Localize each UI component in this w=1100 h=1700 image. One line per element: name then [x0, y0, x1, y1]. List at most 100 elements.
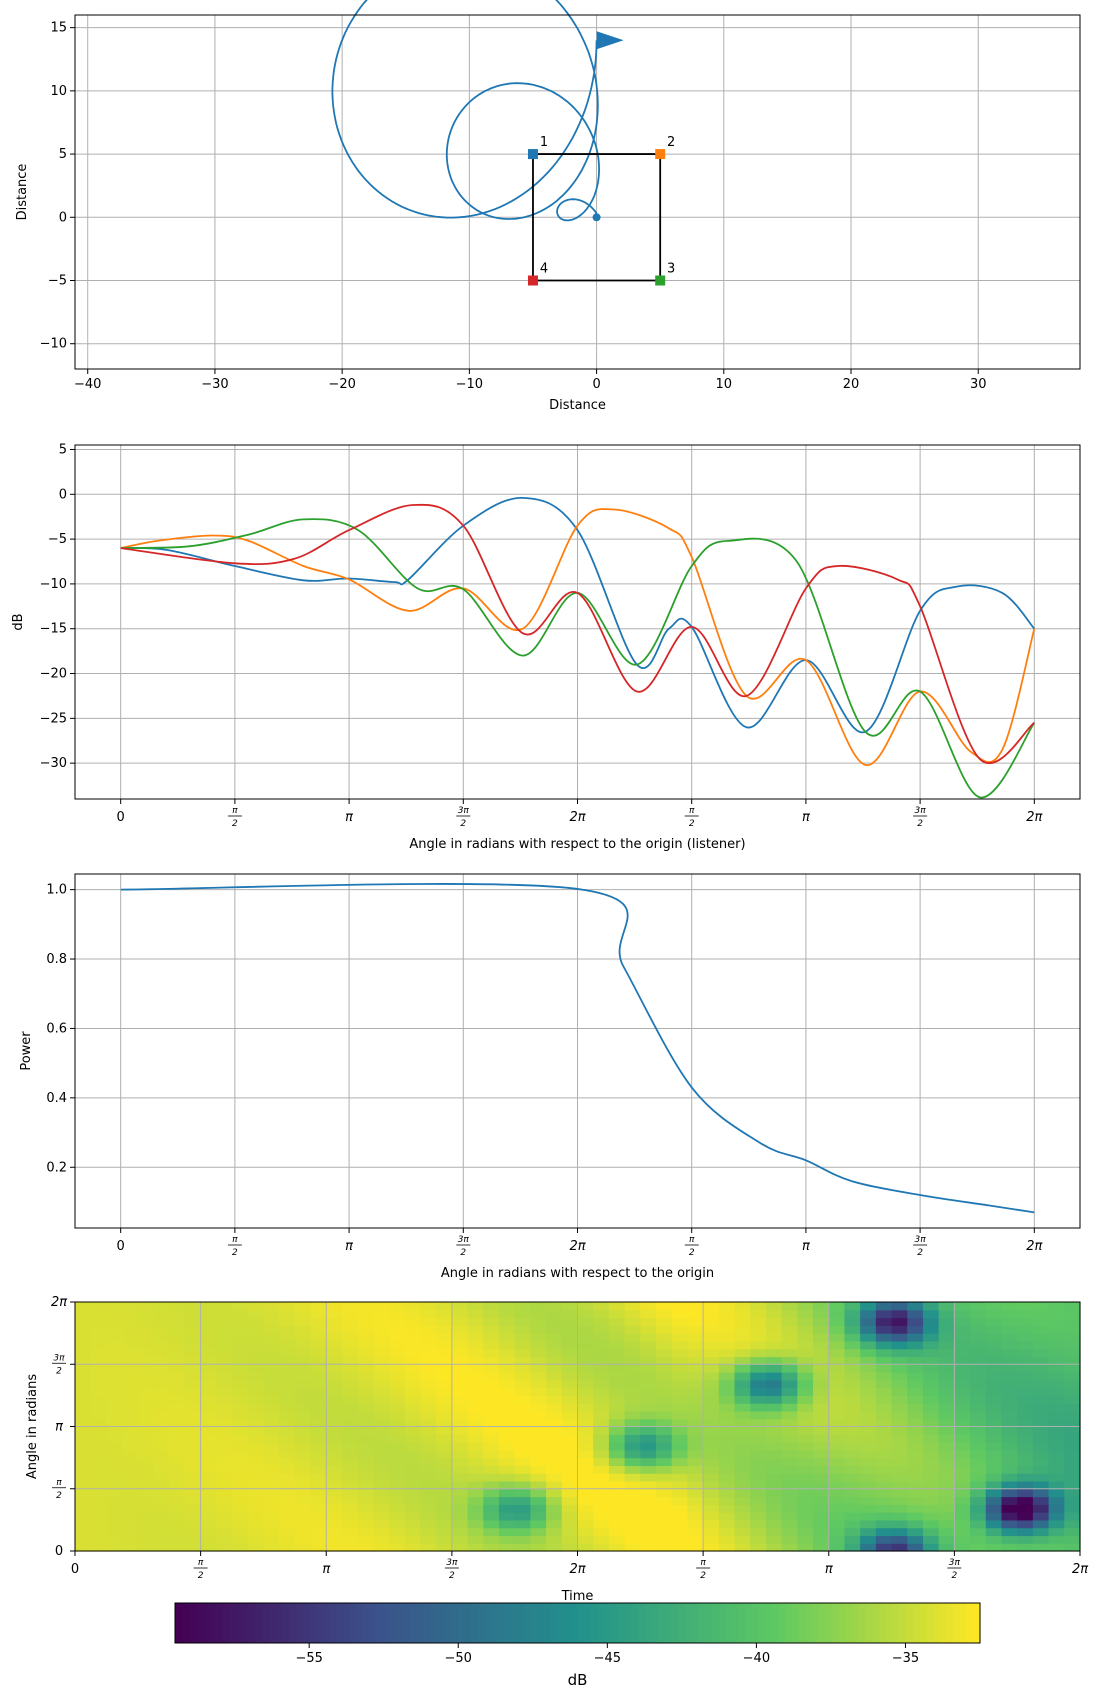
heatmap-cell	[624, 1317, 641, 1326]
heatmap-cell	[263, 1302, 280, 1311]
heatmap-cell	[247, 1519, 265, 1529]
heatmap-cell	[1017, 1356, 1034, 1365]
heatmap-cell	[200, 1317, 217, 1326]
heatmap-cell	[247, 1449, 265, 1459]
heatmap-cell	[985, 1488, 1003, 1498]
heatmap-cell	[734, 1317, 751, 1326]
heatmap-cell	[970, 1543, 987, 1552]
heatmap-cell	[577, 1387, 594, 1396]
heatmap-cell	[514, 1512, 531, 1521]
heatmap-cell	[1048, 1442, 1065, 1451]
heatmap-cell	[294, 1325, 312, 1334]
heatmap-cell	[498, 1449, 516, 1459]
heatmap-cell	[656, 1480, 673, 1490]
heatmap-cell	[797, 1348, 814, 1358]
heatmap-cell	[467, 1317, 484, 1326]
heatmap-cell	[436, 1426, 453, 1435]
heatmap-cell	[420, 1527, 437, 1537]
heatmap-cell	[153, 1348, 170, 1358]
heatmap-cell	[954, 1480, 971, 1490]
heatmap-cell	[326, 1434, 343, 1443]
heatmap-cell	[703, 1403, 720, 1412]
heatmap-cell	[373, 1372, 390, 1381]
heatmap-cell	[1017, 1535, 1034, 1544]
heatmap-cell	[420, 1504, 437, 1513]
colorbar-segment	[564, 1603, 572, 1643]
heatmap-cell	[451, 1410, 469, 1420]
heatmap-cell	[546, 1473, 563, 1482]
heatmap-cell	[467, 1309, 484, 1319]
heatmap-cell	[90, 1488, 107, 1498]
heatmap-cell	[279, 1535, 296, 1544]
heatmap-cell	[593, 1340, 610, 1350]
heatmap-cell	[90, 1480, 107, 1490]
heatmap-cell	[750, 1379, 767, 1389]
heatmap-cell	[718, 1442, 736, 1451]
heatmap-cell	[420, 1348, 437, 1358]
heatmap-cell	[1017, 1309, 1034, 1319]
heatmap-cell	[373, 1325, 390, 1334]
heatmap-cell	[420, 1449, 437, 1459]
heatmap-cell	[122, 1418, 139, 1428]
heatmap-cell	[200, 1527, 217, 1537]
heatmap-cell	[922, 1480, 940, 1490]
heatmap-cell	[498, 1317, 516, 1326]
heatmap-cell	[797, 1325, 814, 1334]
heatmap-cell	[137, 1317, 155, 1326]
heatmap-cell	[389, 1496, 406, 1505]
colorbar-segment	[382, 1603, 391, 1643]
heatmap-cell	[137, 1325, 155, 1334]
heatmap-cell	[985, 1348, 1003, 1358]
heatmap-cell	[875, 1379, 893, 1389]
heatmap-cell	[247, 1348, 265, 1358]
heatmap-cell	[90, 1512, 107, 1521]
colorbar-segment	[658, 1603, 666, 1643]
heatmap-cell	[530, 1488, 547, 1498]
heatmap-cell	[184, 1340, 202, 1350]
heatmap-cell	[90, 1465, 107, 1474]
heatmap-cell	[106, 1512, 123, 1521]
heatmap-cell	[389, 1527, 406, 1537]
heatmap-cell	[1064, 1317, 1081, 1326]
heatmap-cell	[624, 1488, 641, 1498]
heatmap-cell	[781, 1348, 798, 1358]
heatmap-cell	[357, 1473, 374, 1482]
heatmap-cell	[200, 1496, 217, 1505]
heatmap-cell	[750, 1418, 767, 1428]
heatmap-cell	[326, 1333, 343, 1342]
heatmap-cell	[263, 1387, 280, 1396]
colorbar-segment	[812, 1603, 820, 1643]
heatmap-cell	[389, 1395, 406, 1404]
heatmap-cell	[954, 1340, 971, 1350]
heatmap-cell	[624, 1309, 641, 1319]
heatmap-cell	[341, 1403, 359, 1412]
heatmap-cell	[451, 1504, 469, 1513]
heatmap-cell	[891, 1504, 908, 1513]
colorbar-segment	[577, 1603, 585, 1643]
heatmap-cell	[294, 1457, 312, 1467]
heatmap-cell	[970, 1356, 987, 1365]
heatmap-cell	[656, 1434, 673, 1443]
heatmap-cell	[310, 1480, 327, 1490]
heatmap-cell	[294, 1519, 312, 1529]
heatmap-cell	[1032, 1325, 1050, 1334]
heatmap-cell	[938, 1418, 955, 1428]
colorbar-segment	[738, 1603, 746, 1643]
heatmap-cell	[734, 1504, 751, 1513]
heatmap-cell	[451, 1488, 469, 1498]
heatmap-cell	[341, 1527, 359, 1537]
heatmap-cell	[530, 1372, 547, 1381]
heatmap-cell	[938, 1434, 955, 1443]
heatmap-cell	[90, 1403, 107, 1412]
heatmap-cell	[294, 1302, 312, 1311]
heatmap-cell	[593, 1348, 610, 1358]
heatmap-cell	[687, 1325, 704, 1334]
heatmap-cell	[828, 1496, 846, 1505]
heatmap-cell	[608, 1410, 626, 1420]
heatmap-cell	[1064, 1543, 1081, 1552]
heatmap-cell	[985, 1480, 1003, 1490]
heatmap-cell	[781, 1543, 798, 1552]
heatmap-cell	[938, 1387, 955, 1396]
heatmap-cell	[844, 1403, 861, 1412]
heatmap-cell	[640, 1465, 657, 1474]
